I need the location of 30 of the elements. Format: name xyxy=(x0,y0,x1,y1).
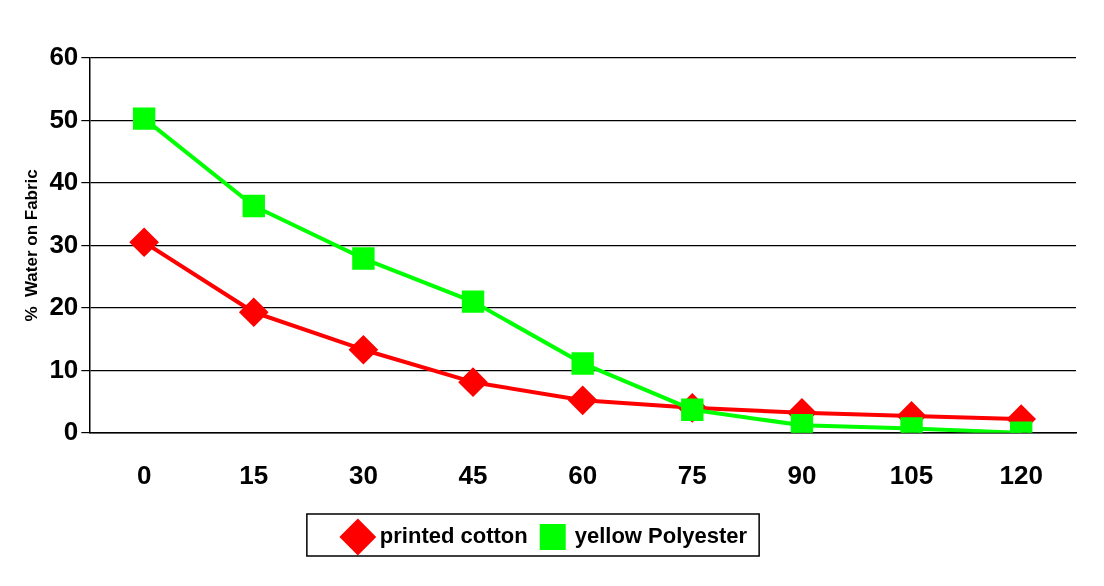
point xyxy=(790,414,814,433)
point xyxy=(461,290,485,313)
x-tick-label: 45 xyxy=(458,459,488,490)
y-tick-label: 30 xyxy=(49,228,79,259)
y-tick-label: 60 xyxy=(49,41,79,72)
y-tick-label: 0 xyxy=(63,415,79,446)
legend-label: yellow Polyester xyxy=(574,523,748,549)
point xyxy=(352,247,375,270)
x-tick-label: 30 xyxy=(348,459,378,490)
x-tick-label: 0 xyxy=(136,459,152,490)
point xyxy=(130,228,159,257)
point xyxy=(349,335,378,364)
x-tick-label: 60 xyxy=(568,459,598,490)
point xyxy=(568,386,597,415)
legend-label: printed cotton xyxy=(379,523,528,549)
x-tick-label: 105 xyxy=(889,459,934,490)
y-tick-label: 50 xyxy=(49,103,79,134)
point xyxy=(132,107,156,130)
y-tick-label: 10 xyxy=(49,353,79,384)
x-tick-label: 90 xyxy=(787,459,817,490)
point xyxy=(242,194,265,218)
point xyxy=(571,352,594,375)
point xyxy=(239,298,268,327)
y-axis-title: % Water on Fabric xyxy=(21,169,41,322)
y-tick-label: 20 xyxy=(49,291,79,322)
x-tick-label: 15 xyxy=(239,459,269,490)
x-tick-label: 120 xyxy=(999,459,1043,490)
x-tick-label: 75 xyxy=(677,459,707,490)
point xyxy=(459,368,488,397)
y-tick-label: 40 xyxy=(49,166,79,197)
